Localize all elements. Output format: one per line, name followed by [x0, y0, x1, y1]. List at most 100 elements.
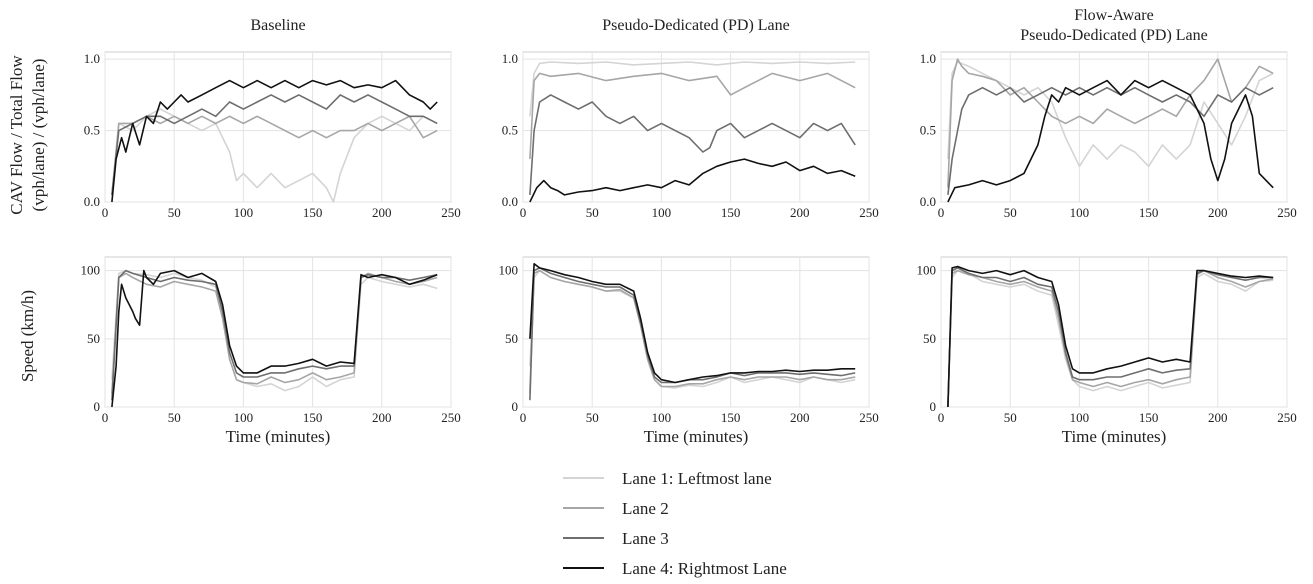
y-tick-label: 50 — [87, 331, 100, 346]
x-tick-label: 100 — [1070, 410, 1090, 425]
series-line-lane-1 — [111, 269, 438, 392]
series-line-lane-1 — [529, 61, 856, 117]
x-tick-label: 200 — [372, 205, 392, 220]
panel-title: Flow-Aware — [1074, 7, 1153, 24]
x-tick-label: 200 — [790, 205, 810, 220]
plot-frame — [940, 51, 1288, 203]
y-tick-label: 1.0 — [84, 51, 100, 66]
series-line-lane-4 — [111, 79, 438, 203]
speed-panel-flow-aware-pd: 0 50 100 150 200 250 0 50 100 Time (minutes) — [917, 256, 1297, 446]
x-tick-label: 150 — [721, 410, 741, 425]
x-tick-label: 250 — [441, 205, 461, 220]
legend-item: Lane 4: Rightmost Lane — [563, 559, 787, 578]
y-tick-label: 0 — [94, 399, 101, 414]
flow-panel-flow-aware-pd: 0 50 100 150 200 250 0.0 0.5 1.0 Flow-Aware Pseudo… — [920, 7, 1297, 220]
x-tick-label: 250 — [859, 410, 879, 425]
series-line-lane-2 — [947, 269, 1274, 408]
y-tick-label: 100 — [917, 263, 937, 278]
x-tick-label: 0 — [102, 410, 109, 425]
x-tick-label: 250 — [441, 410, 461, 425]
legend-item: Lane 1: Leftmost lane — [563, 469, 772, 488]
legend-label: Lane 1: Leftmost lane — [622, 469, 772, 488]
x-tick-label: 100 — [234, 205, 254, 220]
x-tick-label: 50 — [168, 410, 181, 425]
series-line-lane-2 — [111, 272, 438, 394]
y-tick-label: 0.5 — [502, 123, 518, 138]
series-line-lane-2 — [529, 72, 856, 160]
y-tick-label: 0.0 — [502, 194, 518, 209]
plot-frame — [104, 256, 452, 408]
y-tick-label: 0.5 — [920, 123, 936, 138]
series-line-lane-4 — [111, 269, 438, 408]
x-tick-label: 150 — [1139, 205, 1159, 220]
speed-y-axis-label: Speed (km/h) — [18, 290, 37, 382]
flow-y-axis-label-line2: (vph/lane) / (vph/lane) — [29, 59, 48, 212]
y-tick-label: 1.0 — [920, 51, 936, 66]
legend-item: Lane 3 — [563, 529, 669, 548]
x-tick-label: 150 — [303, 205, 323, 220]
speed-panel-pd: 0 50 100 150 200 250 0 50 100 Time (minutes) — [499, 256, 879, 446]
y-tick-label: 100 — [81, 263, 101, 278]
flow-y-axis-label-line1: CAV Flow / Total Flow — [7, 55, 26, 215]
series-line-lane-3 — [947, 86, 1274, 195]
x-tick-label: 200 — [1208, 205, 1228, 220]
x-tick-label: 200 — [372, 410, 392, 425]
x-tick-label: 50 — [1004, 410, 1017, 425]
series-line-lane-1 — [111, 108, 438, 203]
series-line-lane-4 — [947, 79, 1274, 203]
series-line-lane-4 — [529, 158, 856, 203]
y-tick-label: 1.0 — [502, 51, 518, 66]
series-line-lane-2 — [529, 269, 856, 394]
y-tick-label: 0.0 — [920, 194, 936, 209]
x-axis-label: Time (minutes) — [644, 427, 749, 446]
y-tick-label: 50 — [923, 331, 936, 346]
panels: 0 50 100 150 200 250 0.0 0.5 1.0 Baseline 0 50 100 15… — [81, 7, 1297, 446]
y-tick-label: 0.5 — [84, 123, 100, 138]
series-line-lane-3 — [111, 94, 438, 195]
x-tick-label: 50 — [586, 205, 599, 220]
x-tick-label: 250 — [1277, 205, 1297, 220]
x-tick-label: 50 — [168, 205, 181, 220]
series-line-lane-2 — [947, 58, 1274, 188]
x-tick-label: 0 — [102, 205, 109, 220]
x-axis-label: Time (minutes) — [1062, 427, 1167, 446]
legend-label: Lane 4: Rightmost Lane — [622, 559, 787, 578]
series-line-lane-1 — [947, 61, 1274, 168]
x-tick-label: 0 — [938, 410, 945, 425]
x-tick-label: 0 — [520, 410, 527, 425]
y-tick-label: 0 — [930, 399, 937, 414]
x-tick-label: 0 — [520, 205, 527, 220]
panel-title: Baseline — [250, 17, 305, 34]
legend-item: Lane 2 — [563, 499, 669, 518]
x-tick-label: 200 — [1208, 410, 1228, 425]
x-tick-label: 250 — [859, 205, 879, 220]
y-tick-label: 50 — [505, 331, 518, 346]
x-tick-label: 150 — [721, 205, 741, 220]
series-line-lane-2 — [111, 115, 438, 195]
x-tick-label: 100 — [1070, 205, 1090, 220]
series-line-lane-4 — [947, 265, 1274, 408]
x-tick-label: 0 — [938, 205, 945, 220]
flow-panel-baseline: 0 50 100 150 200 250 0.0 0.5 1.0 Baseline — [84, 17, 461, 220]
speed-panel-baseline: 0 50 100 150 200 250 0 50 100 Time (minutes) — [81, 256, 461, 446]
x-tick-label: 100 — [652, 410, 672, 425]
flow-panel-pd: 0 50 100 150 200 250 0.0 0.5 1.0 Pseudo-Dedicated… — [502, 17, 879, 220]
legend-label: Lane 2 — [622, 499, 669, 518]
x-axis-label: Time (minutes) — [226, 427, 331, 446]
panel-title: Pseudo-Dedicated (PD) Lane — [602, 17, 790, 34]
series-line-lane-3 — [529, 94, 856, 195]
series-line-lane-1 — [947, 269, 1274, 408]
x-tick-label: 50 — [586, 410, 599, 425]
legend: Lane 1: Leftmost lane Lane 2 Lane 3 Lane… — [563, 469, 787, 578]
y-tick-label: 100 — [499, 263, 519, 278]
x-tick-label: 100 — [652, 205, 672, 220]
x-tick-label: 50 — [1004, 205, 1017, 220]
y-tick-label: 0 — [512, 399, 519, 414]
x-tick-label: 150 — [303, 410, 323, 425]
series-line-lane-3 — [529, 267, 856, 401]
x-tick-label: 150 — [1139, 410, 1159, 425]
x-tick-label: 250 — [1277, 410, 1297, 425]
panel-title-line2: Pseudo-Dedicated (PD) Lane — [1020, 27, 1208, 44]
series-line-lane-4 — [529, 262, 856, 384]
